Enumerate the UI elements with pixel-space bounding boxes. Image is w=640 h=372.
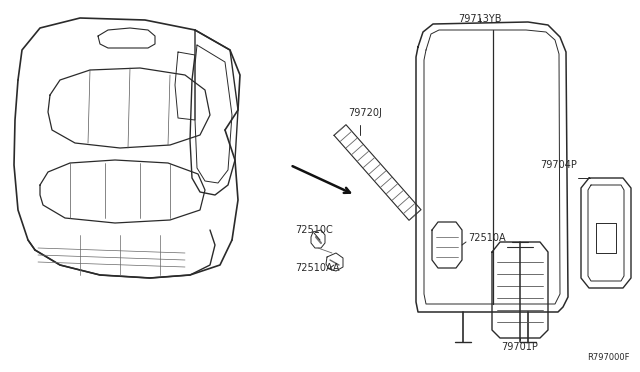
Text: 79704P: 79704P <box>540 160 577 170</box>
Text: 72510C: 72510C <box>295 225 333 235</box>
Text: 79713YB: 79713YB <box>458 14 502 24</box>
Text: 72510A: 72510A <box>468 233 506 243</box>
Text: R797000F: R797000F <box>588 353 630 362</box>
Text: 72510AA: 72510AA <box>295 263 339 273</box>
Text: 79720J: 79720J <box>348 108 382 118</box>
Text: 79701P: 79701P <box>502 342 538 352</box>
